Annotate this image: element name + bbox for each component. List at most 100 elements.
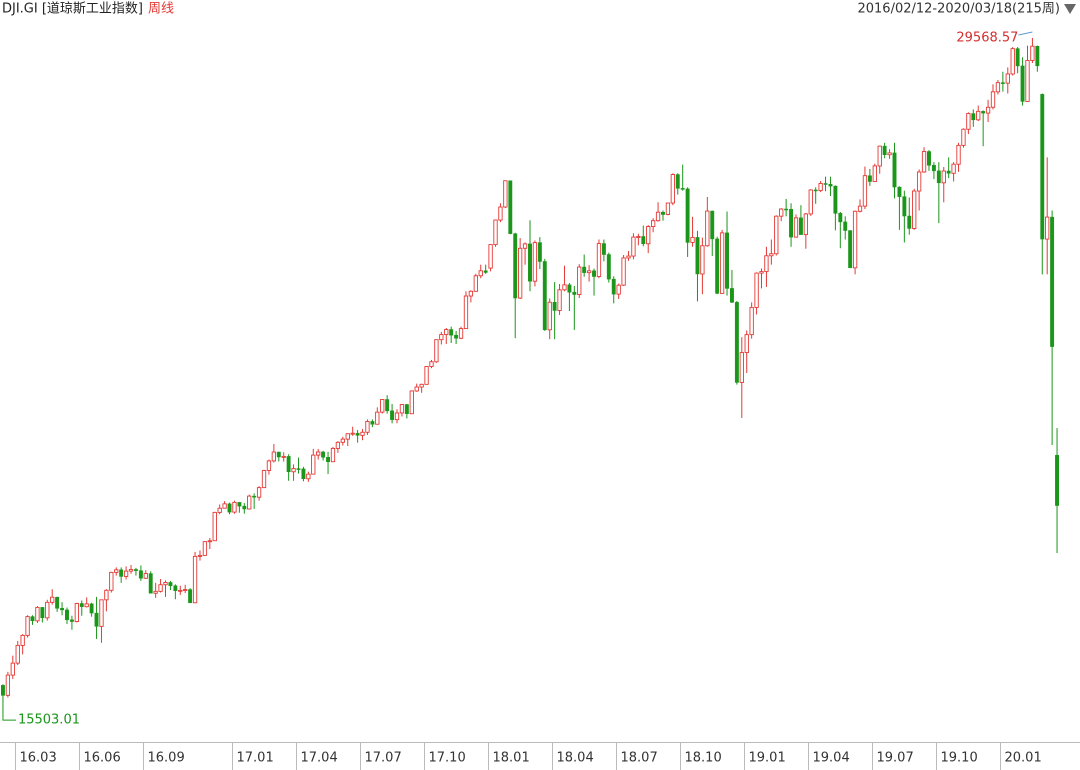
candle-body	[326, 457, 330, 462]
x-tick-label: 18.07	[621, 751, 658, 766]
candle-body	[345, 433, 350, 440]
candle-body	[119, 569, 124, 577]
candle-body	[719, 232, 725, 294]
candle-body	[1030, 45, 1035, 61]
candle-body	[375, 411, 380, 425]
candle-body	[981, 111, 986, 114]
candle-body	[572, 291, 577, 295]
candle-body	[380, 399, 385, 413]
candle-body	[183, 589, 188, 592]
candle-body	[897, 186, 902, 197]
candle-body	[197, 554, 203, 557]
candle-body	[30, 616, 35, 622]
candle-body	[128, 569, 134, 572]
candle-body	[650, 220, 656, 227]
date-range[interactable]: 2016/02/12-2020/03/18(215周)	[857, 2, 1060, 17]
candle-body	[557, 289, 562, 311]
x-tick-label: 16.09	[148, 751, 185, 766]
candle-body	[138, 570, 143, 579]
candle-body	[577, 266, 582, 295]
candle-body	[631, 236, 636, 257]
candle-body	[335, 441, 341, 449]
candle-body	[291, 468, 296, 473]
candle-body	[764, 255, 769, 273]
candle-body	[252, 495, 257, 498]
candle-body	[271, 451, 277, 462]
candle-body	[69, 619, 74, 622]
candle-body	[163, 582, 168, 586]
candle-body	[537, 242, 542, 262]
candle-body	[912, 190, 917, 229]
candle-body	[680, 188, 685, 190]
candle-body	[498, 206, 503, 221]
candle-body	[725, 232, 729, 289]
candle-body	[798, 217, 803, 235]
candle-body	[207, 540, 212, 543]
candle-body	[1040, 94, 1045, 240]
candle-body	[84, 603, 89, 608]
candle-body	[887, 152, 892, 156]
candle-body	[508, 180, 513, 234]
candle-body	[202, 541, 208, 556]
candle-body	[385, 399, 390, 412]
candle-body	[517, 247, 523, 299]
candle-body	[350, 432, 355, 435]
candle-body	[478, 270, 483, 277]
candle-body	[1020, 65, 1025, 102]
candle-body	[281, 455, 286, 458]
candle-body	[907, 215, 912, 229]
candle-body	[360, 431, 365, 436]
chart-title: DJI.GI [道琼斯工业指数]	[2, 2, 143, 17]
candle-body	[734, 302, 739, 383]
dropdown-arrow[interactable]	[1064, 4, 1076, 14]
candle-body	[921, 151, 927, 173]
candle-body	[5, 674, 11, 696]
candle-body	[404, 404, 409, 414]
candle-body	[784, 208, 789, 211]
candle-body	[1, 685, 5, 696]
candle-body	[803, 213, 808, 236]
candle-body	[730, 288, 734, 303]
candle-body	[971, 113, 976, 121]
candle-body	[454, 334, 459, 339]
candle-body	[10, 662, 15, 676]
candle-body	[65, 609, 69, 621]
candle-body	[50, 596, 55, 603]
candle-body	[316, 451, 321, 456]
candle-body	[818, 183, 823, 192]
candle-body	[611, 278, 616, 295]
candle-body	[838, 213, 843, 223]
x-tick-label: 19.10	[941, 751, 978, 766]
candle-body	[990, 91, 996, 108]
candle-body	[867, 175, 872, 182]
candle-body	[55, 596, 60, 609]
candle-body	[754, 272, 759, 308]
x-tick-label: 19.07	[877, 751, 914, 766]
candle-body	[616, 284, 621, 295]
candle-body	[892, 152, 897, 188]
candle-body	[661, 211, 665, 215]
candle-body	[675, 174, 680, 189]
candle-body	[40, 607, 45, 619]
candle-body	[1000, 82, 1005, 84]
candle-body	[306, 473, 311, 480]
candle-body	[1035, 45, 1040, 67]
candle-body	[222, 503, 227, 509]
candle-body	[606, 254, 611, 280]
candle-body	[35, 606, 40, 622]
candle-body	[503, 180, 508, 208]
x-tick-label: 17.01	[237, 751, 274, 766]
candle-body	[458, 328, 464, 339]
candle-body	[390, 410, 395, 420]
candle-body	[15, 644, 20, 664]
candle-body	[370, 421, 375, 425]
min-pointer	[2, 718, 16, 721]
candle-body	[513, 233, 518, 299]
candle-body	[242, 505, 247, 510]
candle-body	[355, 432, 360, 436]
candle-body	[217, 507, 222, 513]
candle-body	[286, 456, 291, 473]
candle-body	[700, 245, 705, 275]
candle-body	[562, 284, 567, 291]
